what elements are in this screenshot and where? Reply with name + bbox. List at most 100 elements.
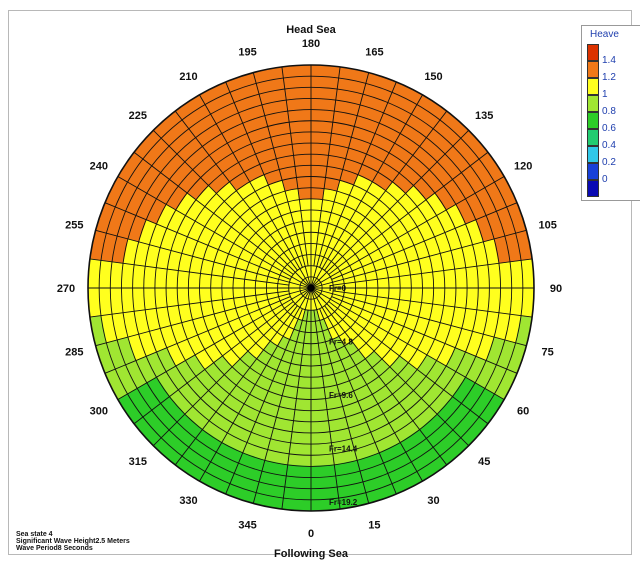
colorbar-tick: 0.8	[602, 106, 616, 117]
heave-cell	[296, 176, 312, 189]
grid-spoke	[281, 310, 309, 510]
grid-spoke	[174, 305, 298, 466]
grid-spoke	[252, 72, 312, 289]
colorbar-tick: 0.6	[602, 123, 616, 134]
sea-state-line-3: Wave Period8 Seconds	[16, 545, 93, 552]
heave-cell	[399, 287, 412, 302]
heave-cell	[154, 267, 168, 289]
radial-labels: Fr=0 Fr=4.8 Fr=9.6 Fr=14.4 Fr=19.2	[329, 284, 358, 507]
heave-cell	[165, 268, 179, 289]
grid-spoke	[310, 176, 505, 289]
colorbar-legend: Heave 1.4 1.2 1 0.8 0.6 0.4 0.2 0	[581, 25, 640, 201]
angle-label: 345	[238, 520, 256, 532]
grid-spoke	[152, 129, 312, 289]
center-marker	[307, 284, 315, 292]
grid-spoke	[319, 81, 397, 268]
heave-cell	[293, 409, 312, 423]
heave-sectors	[87, 64, 535, 512]
grid-spoke	[333, 290, 533, 318]
heave-cell	[291, 420, 312, 434]
grid-spoke	[104, 202, 291, 280]
colorbar-swatch	[587, 112, 599, 129]
angle-label: 75	[542, 346, 554, 358]
heave-cell	[199, 287, 212, 303]
colorbar-swatch	[587, 180, 599, 197]
heave-cell	[310, 376, 325, 389]
heave-cell	[310, 387, 326, 400]
heave-cell	[388, 276, 401, 289]
grid-spoke	[310, 287, 423, 482]
grid-spoke	[324, 110, 448, 271]
heave-cell	[210, 287, 223, 302]
heave-cell	[287, 109, 312, 123]
angle-label: 135	[475, 110, 493, 122]
grid-spoke	[281, 66, 309, 266]
angle-label: 0	[308, 528, 314, 540]
sea-state-line-1: Sea state 4	[16, 531, 53, 538]
sea-state-line-2: Significant Wave Height2.5 Meters	[16, 538, 130, 545]
heave-cell	[290, 131, 312, 145]
grid-spoke	[319, 308, 397, 495]
colorbar-title: Heave	[590, 29, 619, 40]
heave-cell	[290, 431, 312, 445]
heave-cell	[443, 287, 457, 308]
bottom-title: Following Sea	[274, 548, 349, 560]
angle-label: 330	[179, 495, 197, 507]
heave-cell	[221, 287, 234, 300]
colorbar-swatch	[587, 129, 599, 146]
grid-spoke	[310, 129, 470, 289]
radial-label: Fr=14.4	[329, 445, 358, 454]
colorbar-swatch	[587, 61, 599, 78]
heave-cell	[188, 271, 201, 289]
heave-cell	[476, 287, 490, 312]
colorbar-swatch	[587, 163, 599, 180]
heave-cell	[176, 287, 190, 306]
sea-state-note: Sea state 4 Significant Wave Height2.5 M…	[16, 531, 130, 552]
grid-spoke	[313, 310, 341, 510]
angle-labels: 0 15 30 45 60 75 90 105 120 135 150 165 180 195 210 225…	[57, 38, 562, 540]
grid-spoke	[199, 287, 312, 482]
heave-cell	[432, 287, 446, 306]
angle-label: 315	[129, 456, 147, 468]
chart-title: Head Sea	[286, 24, 336, 36]
heave-cell	[454, 287, 468, 309]
angle-label: 60	[517, 406, 529, 418]
grid-spoke	[117, 287, 312, 400]
heave-cell	[310, 142, 331, 156]
heave-cell	[432, 270, 446, 289]
grid-spoke	[310, 72, 370, 289]
heave-cell	[388, 287, 401, 300]
heave-cell	[310, 153, 329, 167]
grid-spoke	[310, 94, 423, 289]
angle-label: 105	[538, 220, 556, 232]
heave-cell	[132, 287, 146, 312]
colorbar-tick: 1	[602, 89, 608, 100]
heave-cell	[132, 264, 146, 289]
grid-spoke	[133, 301, 294, 425]
angle-label: 240	[90, 161, 108, 173]
angle-label: 270	[57, 283, 75, 295]
grid-spoke	[225, 81, 303, 268]
radial-label: Fr=9.6	[329, 391, 353, 400]
angle-label: 210	[179, 71, 197, 83]
colorbar-swatch	[587, 146, 599, 163]
angle-label: 195	[238, 46, 256, 58]
heave-cell	[294, 398, 312, 411]
heave-cell	[443, 268, 457, 289]
polar-grid	[87, 64, 535, 512]
grid-spoke	[310, 287, 527, 347]
grid-spoke	[89, 258, 289, 286]
heave-cell	[310, 198, 323, 211]
heave-cell	[310, 120, 334, 134]
grid-spoke	[117, 176, 312, 289]
heave-cell	[454, 267, 468, 289]
heave-cell	[288, 120, 312, 134]
angle-label: 300	[90, 406, 108, 418]
angle-label: 90	[550, 283, 562, 295]
angle-label: 30	[427, 495, 439, 507]
heave-cell	[399, 274, 412, 289]
heave-cell	[310, 453, 335, 467]
grid-spoke	[313, 66, 341, 266]
grid-spoke	[333, 258, 533, 286]
